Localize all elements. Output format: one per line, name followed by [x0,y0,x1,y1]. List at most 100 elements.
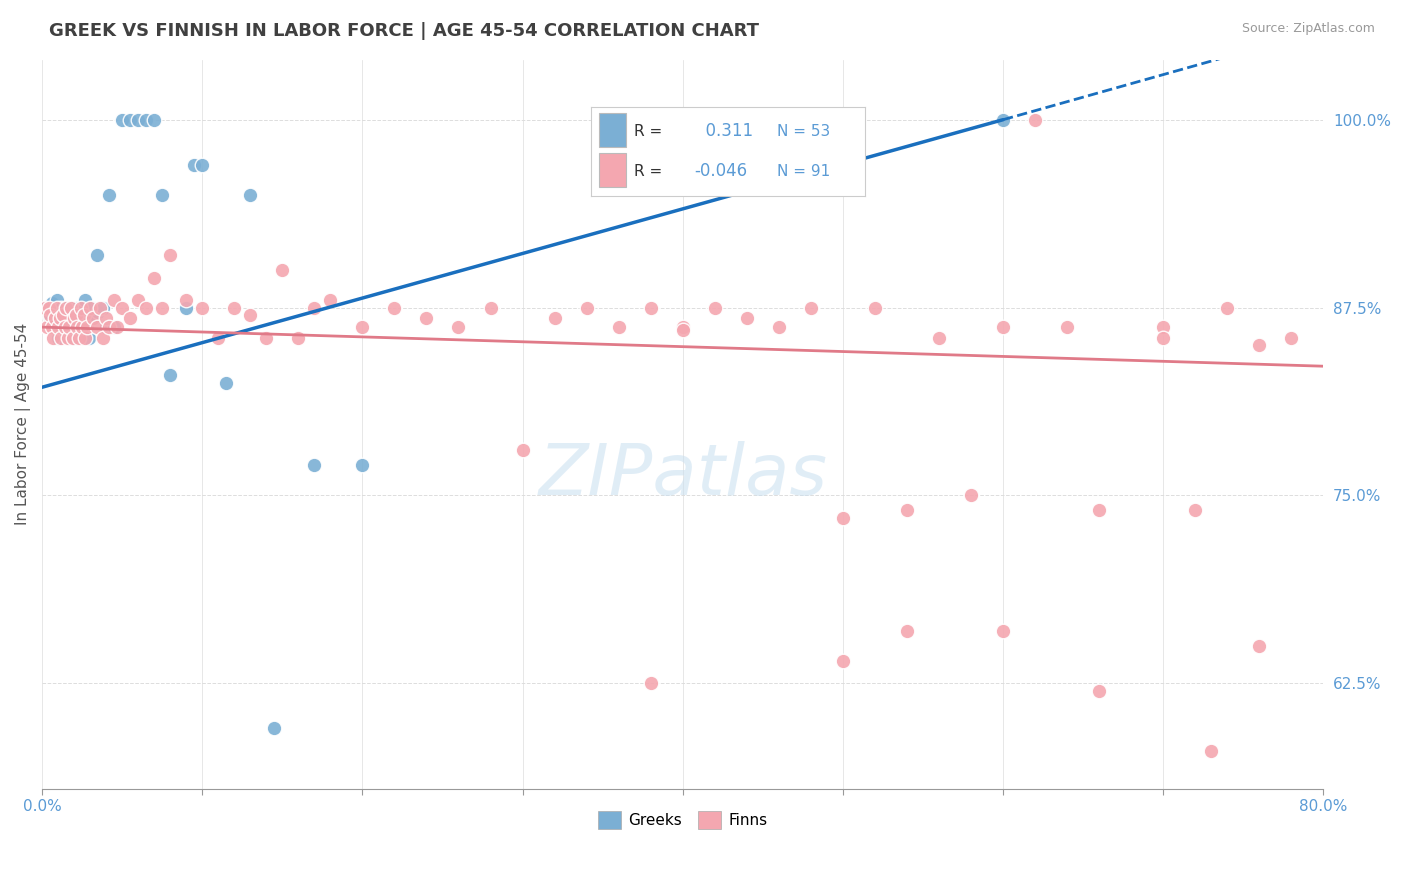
Point [768,320,790,334]
Point [127,112,149,127]
Point [1088,683,1111,698]
Point [111,301,134,315]
Point [58,320,80,334]
Point [86,320,108,334]
Point [831,654,853,668]
FancyBboxPatch shape [599,153,626,187]
Point [66,301,89,315]
Point [73,308,96,322]
Point [800,301,823,315]
Point [67,331,90,345]
Point [1249,338,1271,352]
Point [991,624,1014,638]
Point [38,308,60,322]
Point [76,320,98,334]
Point [86,248,108,262]
Point [63,316,86,330]
Point [70,311,93,326]
Point [75,293,97,307]
Y-axis label: In Labor Force | Age 45-54: In Labor Force | Age 45-54 [15,323,31,525]
Text: ZIPatlas: ZIPatlas [538,441,827,509]
Point [991,112,1014,127]
Point [59,301,82,315]
Point [69,301,91,315]
Point [80,301,103,315]
Point [79,301,101,315]
Point [34,301,56,315]
Point [103,320,125,334]
Text: GREEK VS FINNISH IN LABOR FORCE | AGE 45-54 CORRELATION CHART: GREEK VS FINNISH IN LABOR FORCE | AGE 45… [49,22,759,40]
Point [70,320,93,334]
Point [98,320,121,334]
Point [46,331,69,345]
Point [103,293,125,307]
FancyBboxPatch shape [599,113,626,147]
Point [607,320,630,334]
Point [42,331,65,345]
Point [207,331,229,345]
Point [239,308,262,322]
Text: Source: ZipAtlas.com: Source: ZipAtlas.com [1241,22,1375,36]
Point [896,624,918,638]
Point [143,112,166,127]
Point [640,301,662,315]
Text: N = 91: N = 91 [778,164,830,178]
Point [59,301,82,315]
Point [143,270,166,285]
Point [447,320,470,334]
Point [75,331,97,345]
Point [640,676,662,690]
Point [58,320,80,334]
Point [1184,503,1206,517]
Point [87,305,110,319]
Point [319,293,342,307]
Point [65,308,87,322]
Point [150,187,173,202]
Point [44,311,66,326]
Point [239,187,262,202]
Point [287,331,309,345]
Point [105,320,128,334]
Point [53,301,76,315]
Point [135,112,157,127]
Point [863,301,886,315]
Point [1199,744,1222,758]
Point [928,331,950,345]
Point [120,112,142,127]
Point [352,320,374,334]
Point [67,320,90,334]
Point [62,331,84,345]
Point [77,331,100,345]
Point [45,301,67,315]
Point [1216,301,1239,315]
Point [66,320,89,334]
Point [52,323,75,337]
Point [224,301,246,315]
Point [1024,112,1046,127]
Point [56,308,79,322]
Text: R =: R = [634,164,662,178]
Text: -0.046: -0.046 [695,162,748,180]
Point [159,248,181,262]
Point [174,301,197,315]
Text: N = 53: N = 53 [778,124,830,138]
Point [91,331,114,345]
Point [65,308,87,322]
Point [55,301,77,315]
Point [96,311,118,326]
Point [51,331,73,345]
Point [191,301,214,315]
Point [111,112,134,127]
Point [1279,331,1302,345]
Point [38,301,60,315]
Point [960,488,983,502]
Point [735,311,758,326]
Point [46,320,69,334]
Point [896,503,918,517]
Point [1088,503,1111,517]
Point [84,311,107,326]
Point [41,296,63,310]
Point [76,320,98,334]
Point [703,301,725,315]
Text: 0.311: 0.311 [695,122,752,140]
